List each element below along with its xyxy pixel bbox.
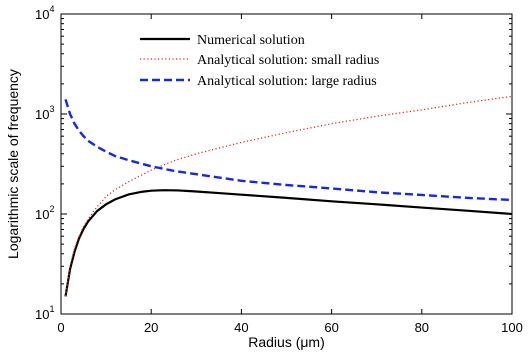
y-axis-label: Logarithmic scale of frequency [5,69,21,259]
x-tick-label-2: 40 [234,320,248,335]
legend-label-large-radius: Analytical solution: large radius [197,74,377,89]
plot-frame [60,13,513,315]
y-tick-label-2: 103 [35,104,54,122]
series-line-0 [64,189,513,297]
x-tick-label-4: 80 [415,320,429,335]
ticks-layer [60,14,513,315]
x-tick-label-3: 60 [324,320,338,335]
legend: Numerical solution Analytical solution: … [140,33,379,89]
series-layer [64,95,513,297]
series-line-2 [64,99,513,202]
legend-label-small-radius: Analytical solution: small radius [197,53,379,68]
y-tick-label-3: 104 [35,4,54,22]
x-tick-label-0: 0 [57,320,64,335]
y-tick-label-1: 102 [35,204,54,222]
y-tick-label-0: 101 [35,304,54,322]
x-tick-label-1: 20 [144,320,158,335]
x-tick-label-5: 100 [501,320,523,335]
x-axis-label: Radius (μm) [248,334,325,350]
plot-background [61,14,512,314]
x-tick-labels: 0 20 40 60 80 100 [57,320,522,335]
y-tick-labels: 101 102 103 104 [35,4,54,322]
legend-label-numerical: Numerical solution [197,33,305,48]
